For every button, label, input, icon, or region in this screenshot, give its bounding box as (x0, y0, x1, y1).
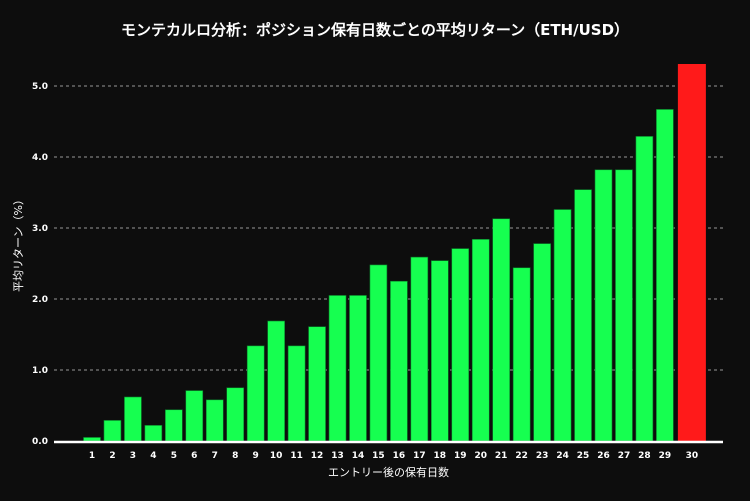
bar (205, 399, 224, 442)
bar (308, 326, 326, 442)
x-tick-label: 23 (536, 451, 549, 461)
x-tick-label: 20 (474, 451, 487, 461)
x-tick-label: 24 (556, 451, 569, 461)
bar (553, 209, 572, 442)
x-tick-label: 14 (352, 451, 365, 461)
bar (512, 267, 531, 442)
x-tick-label: 17 (413, 451, 426, 461)
bar (83, 437, 101, 442)
x-tick-label: 10 (270, 451, 283, 461)
bar (226, 387, 245, 442)
x-tick-label: 11 (290, 451, 303, 461)
x-tick-label: 18 (434, 451, 447, 461)
bar (533, 243, 551, 442)
x-tick-label: 19 (454, 451, 467, 461)
x-tick-label: 29 (659, 451, 672, 461)
x-tick-label: 15 (372, 451, 385, 461)
bar (246, 345, 265, 442)
bar (431, 260, 449, 442)
x-tick-label: 21 (495, 451, 508, 461)
x-tick-label: 2 (109, 451, 115, 461)
bar (369, 264, 388, 442)
y-tick-label: 4.0 (32, 153, 48, 163)
x-tick-label: 27 (618, 451, 631, 461)
bar (471, 239, 490, 442)
x-tick-label: 4 (150, 451, 156, 461)
x-tick-label: 25 (577, 451, 590, 461)
bar (287, 345, 306, 442)
bar (328, 295, 347, 442)
x-tick-label: 30 (686, 451, 699, 461)
y-tick-label: 1.0 (32, 366, 48, 376)
x-tick-label: 6 (191, 451, 197, 461)
x-tick-label: 1 (89, 451, 95, 461)
bar (574, 189, 592, 442)
bar (185, 390, 204, 442)
x-tick-label: 28 (638, 451, 651, 461)
x-tick-label: 9 (253, 451, 259, 461)
x-tick-label: 3 (130, 451, 136, 461)
bar (165, 409, 183, 442)
bar (144, 425, 163, 442)
x-tick-label: 16 (393, 451, 406, 461)
bar (594, 169, 613, 442)
bar (615, 169, 633, 442)
bar (451, 248, 470, 442)
y-tick-label: 3.0 (32, 224, 48, 234)
bar (635, 136, 654, 442)
x-tick-label: 12 (311, 451, 324, 461)
x-tick-label: 5 (171, 451, 177, 461)
x-tick-label: 26 (597, 451, 610, 461)
bar (349, 295, 367, 442)
x-axis-label: エントリー後の保有日数 (328, 466, 449, 479)
bar (103, 420, 122, 442)
y-tick-label: 2.0 (32, 295, 48, 305)
bar (656, 109, 674, 442)
y-tick-label: 0.0 (32, 437, 48, 447)
x-tick-label: 22 (515, 451, 528, 461)
bar (124, 396, 142, 442)
bar (410, 256, 429, 442)
chart-title: モンテカルロ分析：ポジション保有日数ごとの平均リターン（ETH/USD） (120, 21, 630, 39)
bar (677, 63, 706, 442)
x-tick-label: 8 (232, 451, 238, 461)
bar (267, 320, 285, 442)
x-tick-label: 7 (212, 451, 218, 461)
x-tick-label: 13 (331, 451, 344, 461)
bar (492, 218, 511, 442)
y-tick-label: 5.0 (32, 82, 48, 92)
bar (390, 280, 408, 442)
